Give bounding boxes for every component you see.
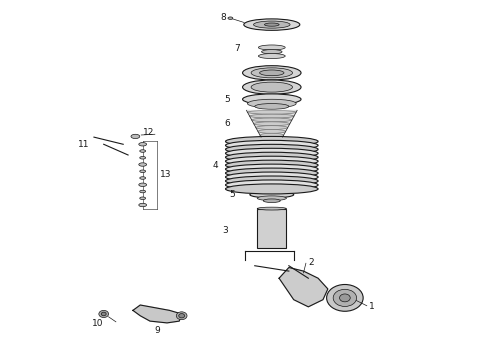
Ellipse shape	[251, 82, 293, 92]
Ellipse shape	[139, 163, 147, 166]
Ellipse shape	[250, 192, 294, 198]
Ellipse shape	[253, 21, 290, 28]
Ellipse shape	[225, 164, 318, 174]
Ellipse shape	[340, 294, 350, 302]
Ellipse shape	[257, 207, 287, 210]
Ellipse shape	[139, 203, 147, 207]
Ellipse shape	[252, 118, 292, 122]
Ellipse shape	[257, 196, 287, 201]
Text: 2: 2	[308, 258, 314, 267]
Ellipse shape	[225, 168, 318, 178]
Ellipse shape	[140, 150, 146, 152]
Ellipse shape	[131, 134, 140, 139]
Ellipse shape	[265, 23, 279, 26]
Text: 5: 5	[224, 95, 230, 104]
Bar	[257, 208, 287, 248]
Ellipse shape	[140, 190, 146, 193]
Ellipse shape	[327, 284, 363, 311]
Text: 8: 8	[220, 13, 226, 22]
Text: 4: 4	[213, 161, 218, 170]
Ellipse shape	[243, 80, 301, 94]
Ellipse shape	[260, 133, 284, 137]
Polygon shape	[279, 267, 328, 307]
Ellipse shape	[140, 157, 146, 159]
Text: 9: 9	[154, 325, 160, 334]
Ellipse shape	[225, 176, 318, 186]
Ellipse shape	[262, 50, 282, 54]
Ellipse shape	[251, 68, 293, 78]
Ellipse shape	[254, 122, 290, 126]
Ellipse shape	[256, 126, 288, 130]
Ellipse shape	[247, 111, 296, 114]
Ellipse shape	[247, 99, 296, 108]
Text: 7: 7	[234, 44, 240, 53]
Text: 11: 11	[77, 140, 89, 149]
Ellipse shape	[225, 184, 318, 194]
Text: 13: 13	[160, 170, 171, 179]
Ellipse shape	[179, 314, 185, 318]
Ellipse shape	[176, 312, 187, 320]
Ellipse shape	[225, 160, 318, 170]
Text: 10: 10	[92, 319, 103, 328]
Polygon shape	[133, 305, 182, 323]
Ellipse shape	[333, 289, 357, 306]
Ellipse shape	[101, 312, 106, 316]
Ellipse shape	[225, 136, 318, 147]
Text: 12: 12	[143, 129, 154, 138]
Ellipse shape	[140, 170, 146, 172]
Ellipse shape	[249, 114, 294, 118]
Ellipse shape	[258, 45, 285, 50]
Ellipse shape	[260, 70, 284, 76]
Ellipse shape	[243, 66, 301, 80]
Text: 1: 1	[369, 302, 375, 311]
Ellipse shape	[243, 94, 301, 105]
Ellipse shape	[263, 199, 280, 203]
Ellipse shape	[255, 104, 289, 109]
Ellipse shape	[225, 152, 318, 162]
Ellipse shape	[140, 197, 146, 199]
Ellipse shape	[225, 148, 318, 158]
Ellipse shape	[244, 19, 300, 30]
Ellipse shape	[140, 177, 146, 179]
Ellipse shape	[228, 17, 233, 19]
Ellipse shape	[258, 130, 286, 133]
Text: 6: 6	[224, 119, 230, 128]
Ellipse shape	[139, 183, 147, 186]
Polygon shape	[246, 111, 297, 137]
Text: 3: 3	[222, 225, 228, 234]
Ellipse shape	[99, 310, 109, 318]
Ellipse shape	[258, 54, 285, 59]
Ellipse shape	[225, 180, 318, 190]
Ellipse shape	[225, 172, 318, 182]
Ellipse shape	[225, 140, 318, 150]
Ellipse shape	[139, 143, 147, 146]
Ellipse shape	[225, 144, 318, 154]
Ellipse shape	[225, 156, 318, 166]
Text: 5: 5	[229, 190, 235, 199]
